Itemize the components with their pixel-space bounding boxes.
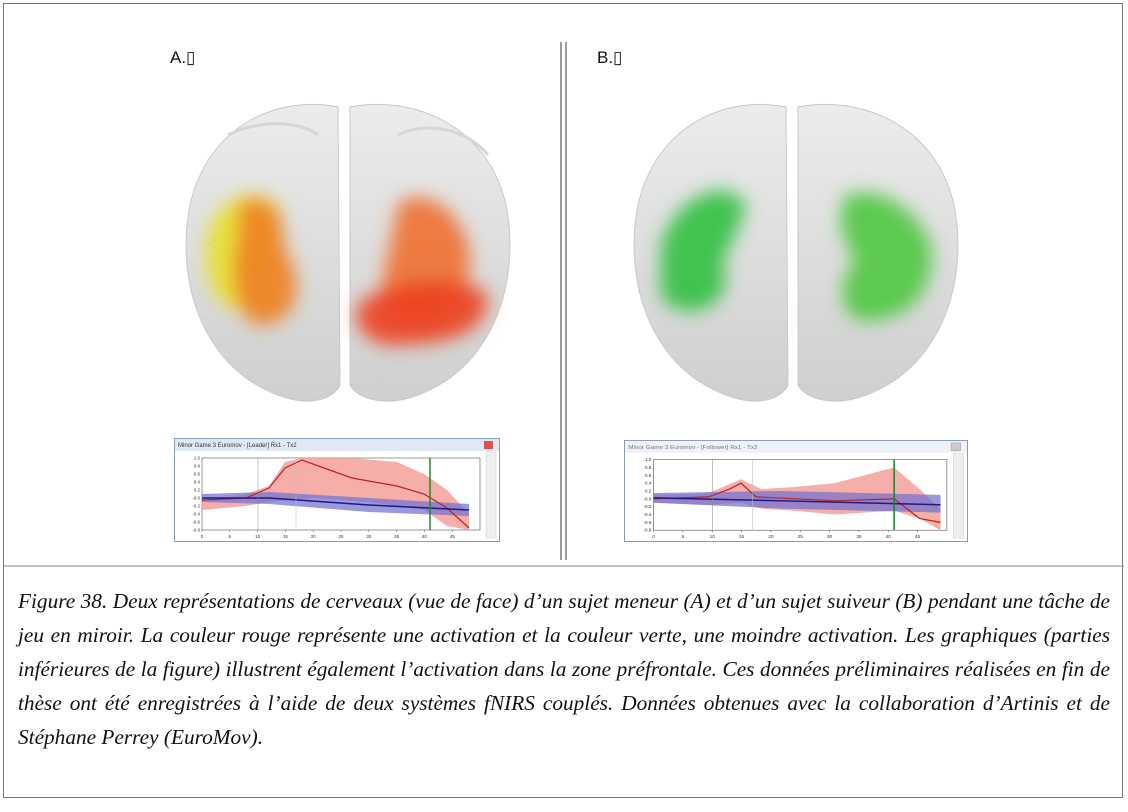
- y-tick-label: -0.6: [192, 520, 200, 525]
- graph-window: Minor Game 3 Euromov - [Leader] Rx1 - Tx…: [174, 438, 500, 542]
- close-button[interactable]: [484, 441, 493, 449]
- panel-label: A.▯: [170, 48, 196, 67]
- window-title: Minor Game 3 Euromov - [Follower] Rx1 - …: [628, 444, 758, 451]
- x-tick-label: 15: [283, 534, 289, 539]
- figure-caption: Figure 38. Deux représentations de cerve…: [18, 589, 1110, 749]
- x-tick-label: 35: [856, 534, 862, 539]
- y-tick-label: -0.2: [192, 504, 200, 509]
- x-tick-label: 0: [201, 534, 204, 539]
- y-tick-label: 1.0: [645, 457, 652, 462]
- y-tick-label: 0.8: [194, 464, 201, 469]
- panel-label: B.▯: [597, 48, 623, 67]
- y-tick-label: 1.0: [194, 456, 201, 461]
- y-tick-label: 0.8: [645, 465, 652, 470]
- y-tick-label: -0.4: [192, 512, 200, 517]
- y-tick-label: 0.2: [194, 488, 201, 493]
- x-tick-label: 5: [682, 534, 685, 539]
- x-tick-label: 45: [915, 534, 921, 539]
- graph-window: Minor Game 3 Euromov - [Follower] Rx1 - …: [624, 440, 968, 542]
- x-tick-label: 30: [827, 534, 833, 539]
- x-tick-label: 10: [710, 534, 716, 539]
- brain-image: [633, 103, 959, 402]
- window-title: Minor Game 3 Euromov - [Leader] Rx1 - Tx…: [178, 443, 297, 449]
- x-tick-label: 45: [450, 534, 456, 539]
- brain-image: [185, 103, 511, 402]
- x-tick-label: 40: [886, 534, 892, 539]
- close-button[interactable]: [950, 442, 961, 452]
- y-tick-label: 0.6: [194, 472, 201, 477]
- y-tick-label: -0.8: [192, 528, 200, 533]
- x-tick-label: 20: [768, 534, 774, 539]
- x-tick-label: 35: [394, 534, 400, 539]
- y-tick-label: 0.2: [645, 489, 652, 494]
- y-tick-label: -0.4: [643, 512, 652, 517]
- x-tick-label: 30: [366, 534, 372, 539]
- y-tick-label: -0.6: [643, 520, 652, 525]
- x-tick-label: 25: [798, 534, 804, 539]
- y-tick-label: -0.2: [643, 504, 652, 509]
- figure-frame: [3, 3, 1123, 798]
- x-tick-label: 0: [652, 534, 655, 539]
- x-tick-label: 40: [422, 534, 428, 539]
- y-tick-label: -0.8: [643, 528, 652, 533]
- x-tick-label: 20: [311, 534, 317, 539]
- y-tick-label: 0.4: [645, 481, 652, 486]
- x-tick-label: 5: [229, 534, 232, 539]
- y-tick-label: 0.6: [645, 473, 652, 478]
- x-tick-label: 10: [255, 534, 261, 539]
- y-tick-label: 0.4: [194, 480, 201, 485]
- y-tick-label: -0.0: [643, 496, 652, 501]
- y-tick-label: -0.0: [192, 496, 200, 501]
- x-tick-label: 15: [739, 534, 745, 539]
- x-tick-label: 25: [338, 534, 344, 539]
